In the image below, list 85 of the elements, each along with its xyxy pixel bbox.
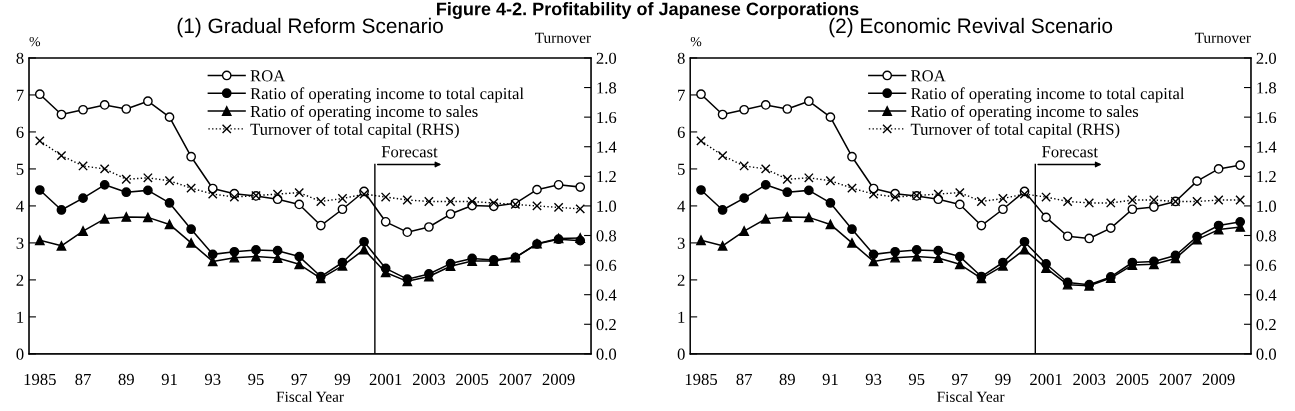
y2-tick-label: 0.2 [596, 318, 616, 331]
y-tick-label: 4 [16, 200, 24, 212]
y2-tick-label: 0.0 [596, 348, 617, 360]
x-tick-label: 91 [822, 373, 838, 386]
x-tick-label: 99 [334, 373, 351, 386]
y-tick-label: 6 [677, 126, 685, 138]
y-tick-label: 3 [16, 237, 24, 249]
y2-tick-label: 2.0 [1256, 52, 1277, 64]
y-tick-label: 2 [16, 274, 24, 286]
y2-tick-label: 1.8 [597, 82, 617, 94]
y-tick-label: 8 [677, 52, 685, 64]
y-tick-label: 0 [677, 348, 685, 360]
y2-tick-label: 1.0 [1257, 200, 1277, 212]
y2-tick-label: 1.2 [597, 171, 616, 183]
y2-tick-label: 0.8 [596, 230, 617, 242]
y-tick-label: 7 [678, 89, 685, 101]
x-tick-label: 2003 [1073, 373, 1106, 386]
x-tick-label: 1985 [685, 373, 718, 386]
y-tick-label: 7 [16, 89, 24, 101]
x-tick-label: 95 [908, 373, 925, 386]
x-tick-label: 2005 [456, 373, 489, 386]
legend-label: ROA [910, 70, 946, 82]
x-tick-label: 97 [291, 373, 308, 386]
y-axis-title: % [690, 36, 702, 47]
y2-tick-label: 0.6 [1256, 259, 1277, 272]
y2-tick-label: 0.2 [1256, 318, 1276, 331]
x-tick-label: 2005 [1116, 373, 1149, 386]
x-axis-title: Fiscal Year [937, 391, 1005, 402]
legend-label: ROA [250, 70, 286, 82]
x-tick-label: 93 [204, 373, 221, 386]
x-tick-label: 93 [865, 373, 882, 386]
x-tick-label: 2003 [412, 373, 445, 386]
chart-title: (1) Gradual Reform Scenario [177, 17, 443, 38]
y2-tick-label: 1.2 [1257, 171, 1276, 183]
y2-tick-label: 0.4 [596, 289, 617, 301]
y-tick-label: 5 [16, 163, 24, 175]
y2-tick-label: 0.8 [1256, 230, 1277, 242]
legend-label: Ratio of operating income to sales [910, 105, 1139, 121]
x-tick-label: 89 [118, 373, 134, 386]
y2-tick-label: 1.6 [1257, 111, 1277, 124]
legend-label: Turnover of total capital (RHS) [910, 123, 1120, 139]
y2-tick-label: 1.4 [597, 141, 617, 153]
y2-tick-label: 0.0 [1256, 348, 1277, 360]
x-tick-label: 91 [161, 373, 177, 386]
x-tick-label: 2007 [1159, 373, 1192, 386]
y-tick-label: 8 [16, 52, 24, 64]
x-tick-label: 95 [248, 373, 264, 386]
x-tick-label: 1985 [24, 373, 56, 386]
x-tick-label: 87 [75, 373, 91, 386]
y2-tick-label: 0.4 [1256, 289, 1277, 301]
y-tick-label: 3 [677, 237, 685, 249]
caption: Figure 4-2. Profitability of Japanese Corporations [437, 2, 859, 19]
y2-axis-title: Turnover [535, 32, 591, 44]
y2-tick-label: 0.6 [596, 259, 617, 272]
y2-tick-label: 1.4 [1257, 141, 1277, 153]
x-tick-label: 87 [736, 373, 753, 386]
chart-title: (2) Economic Revival Scenario [829, 17, 1113, 38]
ref-line-label: Forecast [1042, 146, 1098, 158]
x-tick-label: 2009 [542, 373, 575, 386]
x-axis-title: Fiscal Year [276, 391, 344, 402]
x-tick-label: 2001 [1030, 373, 1062, 386]
y-tick-label: 4 [677, 200, 686, 212]
y-tick-label: 6 [16, 126, 24, 138]
x-tick-label: 2009 [1202, 373, 1235, 386]
legend-label: Ratio of operating income to total capital [250, 87, 524, 103]
x-tick-label: 89 [779, 373, 795, 386]
y-tick-label: 1 [17, 311, 24, 323]
legend-label: Turnover of total capital (RHS) [250, 123, 459, 139]
y-tick-label: 0 [16, 348, 24, 360]
y2-axis-title: Turnover [1194, 32, 1251, 44]
legend-label: Ratio of operating income to total capital [910, 87, 1185, 103]
legend-label: Ratio of operating income to sales [250, 105, 478, 121]
x-tick-label: 2007 [499, 373, 532, 386]
y2-tick-label: 2.0 [596, 52, 617, 64]
x-tick-label: 97 [952, 373, 968, 386]
y-tick-label: 1 [678, 311, 685, 323]
x-tick-label: 99 [995, 373, 1011, 386]
y-tick-label: 2 [677, 274, 685, 286]
y2-tick-label: 1.6 [597, 111, 617, 124]
y2-tick-label: 1.0 [597, 200, 617, 212]
x-tick-label: 2001 [369, 373, 402, 386]
y2-tick-label: 1.8 [1257, 82, 1277, 94]
y-tick-label: 5 [678, 163, 685, 175]
y-axis-title: % [29, 36, 41, 47]
ref-line-label: Forecast [381, 146, 438, 158]
